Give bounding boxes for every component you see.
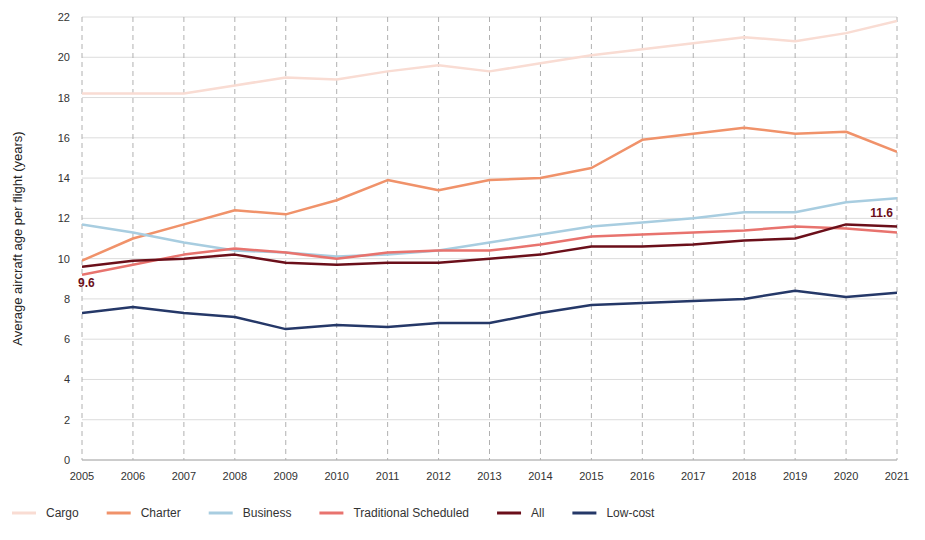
x-tick-label: 2018: [732, 470, 756, 482]
x-grid-line: [744, 17, 745, 460]
legend-label: Business: [243, 506, 292, 520]
series-line: [82, 128, 897, 261]
x-grid-line: [234, 17, 235, 460]
x-grid-line: [846, 17, 847, 460]
legend-label: All: [531, 506, 544, 520]
y-tick-label: 14: [58, 172, 70, 184]
grid: [82, 17, 897, 460]
y-tick-label: 12: [58, 212, 70, 224]
x-tick-label: 2006: [121, 470, 145, 482]
y-tick-label: 10: [58, 253, 70, 265]
x-grid-line: [489, 17, 490, 460]
y-tick-label: 22: [58, 11, 70, 23]
x-grid-line: [285, 17, 286, 460]
series-lines: [82, 21, 897, 329]
x-tick-label: 2015: [579, 470, 603, 482]
y-tick-label: 0: [64, 454, 70, 466]
x-tick-label: 2011: [376, 470, 400, 482]
y-tick-label: 4: [64, 373, 70, 385]
legend-label: Cargo: [46, 506, 79, 520]
x-tick-label: 2019: [783, 470, 807, 482]
x-grid-line: [540, 17, 541, 460]
legend-swatch: [319, 512, 343, 515]
legend-swatch: [572, 512, 596, 515]
legend-label: Traditional Scheduled: [353, 506, 469, 520]
x-grid-line: [897, 17, 898, 460]
x-tick-label: 2020: [834, 470, 858, 482]
y-grid-line: [82, 97, 897, 98]
legend-swatch: [497, 512, 521, 515]
x-grid-line: [387, 17, 388, 460]
x-grid-line: [82, 17, 83, 460]
y-axis-label: Average aircraft age per flight (years): [10, 131, 25, 345]
x-tick-label: 2008: [223, 470, 247, 482]
legend-swatch: [209, 512, 233, 515]
series-line: [82, 224, 897, 266]
x-tick-label: 2012: [426, 470, 450, 482]
legend: Cargo Charter Business Traditional Schedule…: [12, 506, 655, 520]
x-tick-label: 2016: [630, 470, 654, 482]
series-line: [82, 21, 897, 93]
x-grid-line: [183, 17, 184, 460]
legend-label: Charter: [141, 506, 181, 520]
series-line: [82, 291, 897, 329]
x-grid-line: [591, 17, 592, 460]
x-tick-label: 2010: [324, 470, 348, 482]
legend-label: Low-cost: [606, 506, 655, 520]
chart: 0 2 4 6 8 10 12 14 16 18 20 22 2005 2006 2007 2008 2009 2…: [0, 0, 925, 540]
x-tick-label: 2005: [70, 470, 94, 482]
y-grid-line: [82, 419, 897, 420]
x-tick-label: 2021: [885, 470, 909, 482]
x-grid-line: [693, 17, 694, 460]
series-line: [82, 226, 897, 274]
x-tick-label: 2013: [477, 470, 501, 482]
y-tick-label: 6: [64, 333, 70, 345]
y-grid-line: [82, 339, 897, 340]
y-tick-label: 18: [58, 92, 70, 104]
x-tick-label: 2007: [172, 470, 196, 482]
y-tick-label: 8: [64, 293, 70, 305]
x-grid-line: [642, 17, 643, 460]
y-tick-label: 20: [58, 51, 70, 63]
x-grid-line: [336, 17, 337, 460]
annotation: 9.6: [78, 276, 95, 290]
x-tick-label: 2009: [274, 470, 298, 482]
y-tick-label: 2: [64, 414, 70, 426]
y-tick-label: 16: [58, 132, 70, 144]
legend-swatch: [12, 512, 36, 515]
x-grid-line: [438, 17, 439, 460]
annotation: 11.6: [870, 206, 893, 220]
y-grid-line: [82, 178, 897, 179]
legend-swatch: [107, 512, 131, 515]
x-tick-label: 2017: [681, 470, 705, 482]
x-tick-label: 2014: [528, 470, 552, 482]
